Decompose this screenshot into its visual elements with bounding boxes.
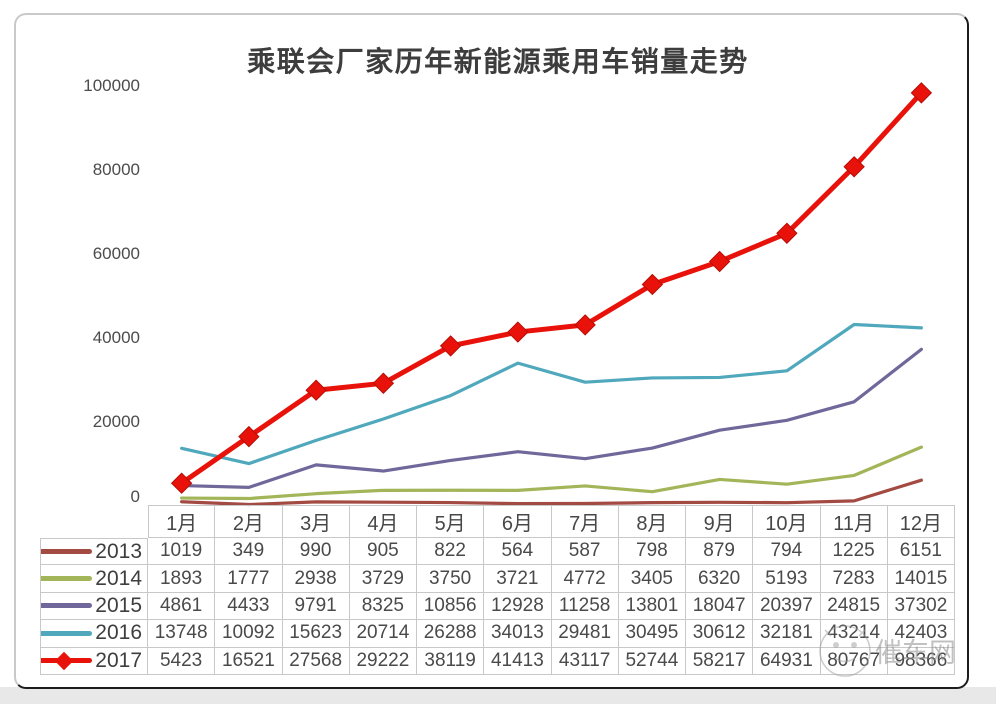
table-value-cell: 14015 [887,565,955,593]
month-header: 12月 [887,505,955,538]
y-axis-tick-label: 100000 [83,76,140,95]
page-bottom-strip [0,687,996,704]
table-value-cell: 3750 [417,565,485,593]
sales-data-table: 1月 2月 3月 4月 5月 6月 7月 8月 9月 10月 11月 12月 2013 1019 349 99… [40,505,955,675]
month-header: 8月 [618,505,686,538]
chart-title: 乘联会厂家历年新能源乘用车销量走势 [247,46,749,77]
table-value-cell: 349 [215,538,283,566]
table-value-cell: 10856 [417,592,485,621]
table-value-cell: 905 [349,538,417,566]
table-value-cell: 15623 [282,620,350,648]
month-header: 7月 [551,505,619,538]
table-value-cell: 98366 [887,647,955,675]
table-value-cell: 564 [484,538,552,566]
row-legend-2016: 2016 [40,620,148,648]
table-value-cell: 34013 [484,620,552,648]
legend-line-swatch [41,603,93,609]
table-value-cell: 42403 [887,620,955,648]
table-value-cell: 12928 [484,592,552,621]
row-year-label: 2013 [95,539,142,563]
month-header: 2月 [215,505,283,538]
legend-line-swatch [41,576,93,582]
table-value-cell: 27568 [282,647,350,675]
table-value-cell: 3405 [618,565,686,593]
legend-line-swatch [41,549,93,555]
table-value-cell: 1225 [820,538,888,566]
table-value-cell: 6151 [887,538,955,566]
y-axis-tick-label: 60000 [92,244,140,263]
table-value-cell: 4772 [551,565,619,593]
table-value-cell: 5193 [753,565,821,593]
table-value-cell: 18047 [686,592,754,621]
month-header: 11月 [820,505,888,538]
table-value-cell: 9791 [282,592,350,621]
table-value-cell: 879 [686,538,754,566]
table-value-cell: 26288 [417,620,485,648]
table-value-cell: 1893 [148,565,216,593]
row-year-label: 2017 [95,648,142,672]
table-value-cell: 29481 [551,620,619,648]
month-header: 6月 [484,505,552,538]
table-value-cell: 7283 [820,565,888,593]
legend-line-swatch [41,651,93,670]
y-axis-tick-label: 20000 [92,412,140,431]
month-header: 4月 [349,505,417,538]
table-value-cell: 587 [551,538,619,566]
table-value-cell: 58217 [686,647,754,675]
month-header: 10月 [753,505,821,538]
row-legend-2017: 2017 [40,647,148,675]
table-value-cell: 32181 [753,620,821,648]
row-legend-2015: 2015 [40,592,148,621]
y-axis-tick-label: 0 [130,487,140,506]
row-year-label: 2014 [95,566,142,590]
table-value-cell: 41413 [484,647,552,675]
table-value-cell: 1777 [215,565,283,593]
table-value-cell: 37302 [887,592,955,621]
table-value-cell: 794 [753,538,821,566]
table-value-cell: 30612 [686,620,754,648]
table-value-cell: 43117 [551,647,619,675]
row-legend-2013: 2013 [40,538,148,566]
table-value-cell: 8325 [349,592,417,621]
row-year-label: 2015 [95,593,142,617]
table-value-cell: 6320 [686,565,754,593]
table-value-cell: 2938 [282,565,350,593]
legend-diamond-marker [55,651,74,670]
month-header: 3月 [282,505,350,538]
y-axis-tick-label: 40000 [92,328,140,347]
table-value-cell: 4433 [215,592,283,621]
table-value-cell: 13748 [148,620,216,648]
table-value-cell: 30495 [618,620,686,648]
table-value-cell: 29222 [349,647,417,675]
table-value-cell: 52744 [618,647,686,675]
month-header: 5月 [417,505,485,538]
table-value-cell: 13801 [618,592,686,621]
table-value-cell: 80767 [820,647,888,675]
row-legend-2014: 2014 [40,565,148,593]
table-value-cell: 20714 [349,620,417,648]
legend-line-swatch [41,630,93,636]
table-value-cell: 4861 [148,592,216,621]
table-value-cell: 3729 [349,565,417,593]
table-value-cell: 3721 [484,565,552,593]
table-value-cell: 16521 [215,647,283,675]
month-header: 1月 [148,505,216,538]
table-value-cell: 990 [282,538,350,566]
table-value-cell: 822 [417,538,485,566]
month-header: 9月 [686,505,754,538]
table-value-cell: 1019 [148,538,216,566]
table-value-cell: 20397 [753,592,821,621]
row-year-label: 2016 [95,621,142,645]
table-value-cell: 10092 [215,620,283,648]
table-value-cell: 43214 [820,620,888,648]
table-value-cell: 798 [618,538,686,566]
y-axis-tick-label: 80000 [92,160,140,179]
table-corner-cell [40,505,148,538]
table-value-cell: 24815 [820,592,888,621]
table-value-cell: 64931 [753,647,821,675]
table-value-cell: 38119 [417,647,485,675]
table-value-cell: 5423 [148,647,216,675]
table-value-cell: 11258 [551,592,619,621]
